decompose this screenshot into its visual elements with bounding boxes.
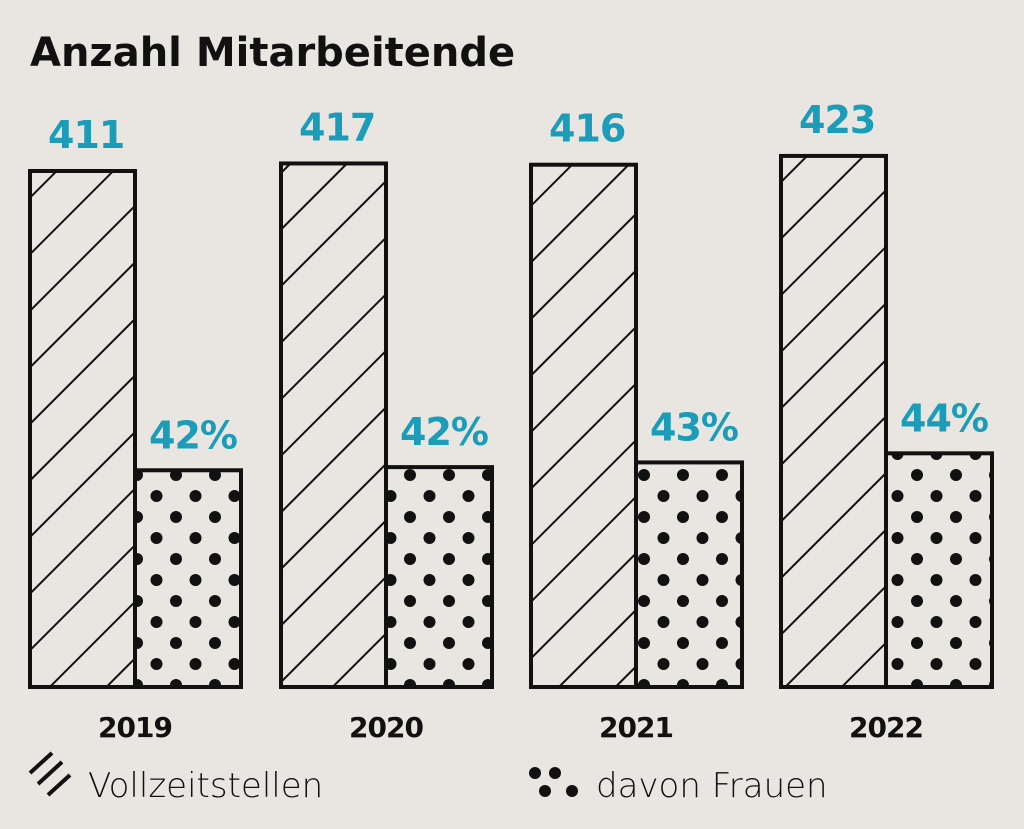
bar-vollzeitstellen xyxy=(779,153,888,689)
bar-vollzeitstellen xyxy=(529,162,638,689)
value-label-vollzeitstellen: 416 xyxy=(549,107,625,151)
value-label-davon-frauen: 44% xyxy=(900,396,988,440)
value-label-vollzeitstellen: 423 xyxy=(799,98,875,142)
legend: Vollzeitstellen davon Frauen xyxy=(28,751,828,806)
value-label-davon-frauen: 42% xyxy=(400,410,488,454)
x-tick-label: 2021 xyxy=(599,711,673,744)
value-label-davon-frauen: 43% xyxy=(650,405,738,449)
x-tick-label: 2019 xyxy=(98,711,172,744)
value-label-vollzeitstellen: 417 xyxy=(299,105,375,149)
bar-davon-frauen xyxy=(884,451,994,689)
legend-hatch-icon xyxy=(28,751,72,797)
legend-dots-icon xyxy=(529,767,578,797)
value-label-vollzeitstellen: 411 xyxy=(48,113,124,157)
bar-vollzeitstellen xyxy=(28,169,137,689)
bar-davon-frauen xyxy=(384,465,494,689)
bar-davon-frauen xyxy=(133,468,243,689)
value-label-davon-frauen: 42% xyxy=(149,413,237,457)
legend-label-vollzeitstellen: Vollzeitstellen xyxy=(88,766,323,806)
x-tick-label: 2022 xyxy=(849,711,923,744)
x-tick-label: 2020 xyxy=(349,711,423,744)
legend-label-davon-frauen: davon Frauen xyxy=(596,766,828,806)
chart-title: Anzahl Mitarbeitende xyxy=(30,30,515,76)
bar-davon-frauen xyxy=(634,460,744,689)
bar-vollzeitstellen xyxy=(279,161,388,689)
